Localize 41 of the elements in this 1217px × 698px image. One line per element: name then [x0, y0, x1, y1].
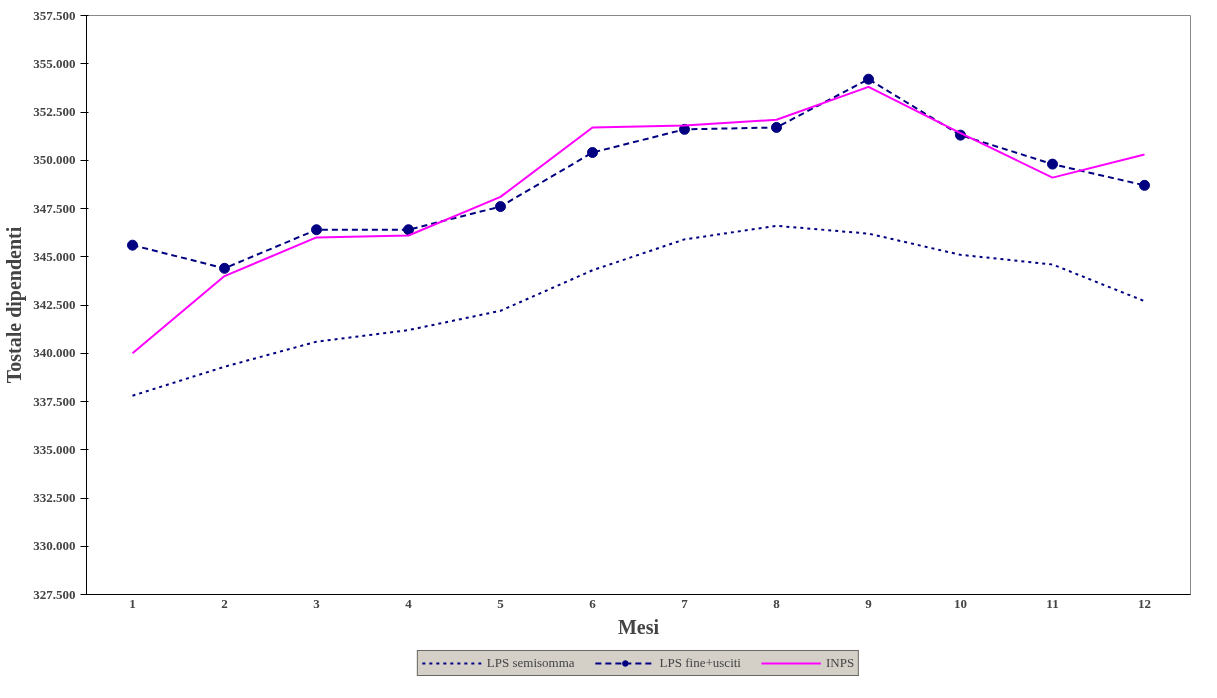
legend-label: LPS semisomma: [486, 654, 575, 671]
x-tick-label: 8: [773, 595, 781, 611]
point: [311, 224, 322, 236]
point: [219, 262, 230, 274]
y-tick-label: 352.500: [33, 104, 76, 119]
y-tick-label: 355.000: [33, 55, 76, 71]
y-tick-label: 330.000: [33, 538, 76, 554]
y-tick-label: 337.500: [33, 393, 76, 409]
y-tick-label: 347.500: [33, 200, 76, 216]
x-tick-label: 10: [954, 595, 967, 611]
y-tick-label: 357.500: [33, 7, 76, 23]
point: [863, 73, 874, 85]
y-axis-title: Tostale dipendenti: [3, 226, 27, 384]
legend-label: LPS fine+usciti: [659, 654, 741, 671]
x-tick-label: 12: [1138, 595, 1151, 611]
y-tick-label: 345.000: [33, 248, 76, 264]
x-tick-label: 9: [865, 595, 873, 611]
x-tick-label: 1: [129, 595, 136, 611]
point: [403, 224, 414, 236]
line-series: [131, 224, 1146, 397]
x-tick-label: 7: [681, 595, 689, 611]
x-tick-label: 4: [405, 595, 413, 611]
y-tick-label: 340.000: [33, 345, 76, 361]
x-tick-label: 5: [497, 595, 505, 611]
point: [1047, 158, 1058, 170]
y-tick-label: 332.500: [33, 490, 76, 505]
y-tick-label: 327.500: [33, 586, 76, 602]
x-tick-label: 3: [313, 595, 321, 611]
x-tick-label: 11: [1046, 595, 1059, 611]
point: [587, 147, 598, 159]
x-tick-label: 6: [589, 595, 597, 611]
point: [127, 239, 138, 251]
point: [1139, 179, 1150, 191]
x-tick-label: 2: [221, 595, 228, 611]
point: [771, 121, 782, 133]
y-tick-label: 335.000: [33, 441, 76, 457]
y-tick-label: 342.500: [33, 297, 76, 312]
point: [495, 201, 506, 213]
legend-label: INPS: [825, 654, 855, 671]
y-tick-label: 350.000: [33, 152, 76, 168]
x-axis-title: Mesi: [617, 615, 660, 638]
